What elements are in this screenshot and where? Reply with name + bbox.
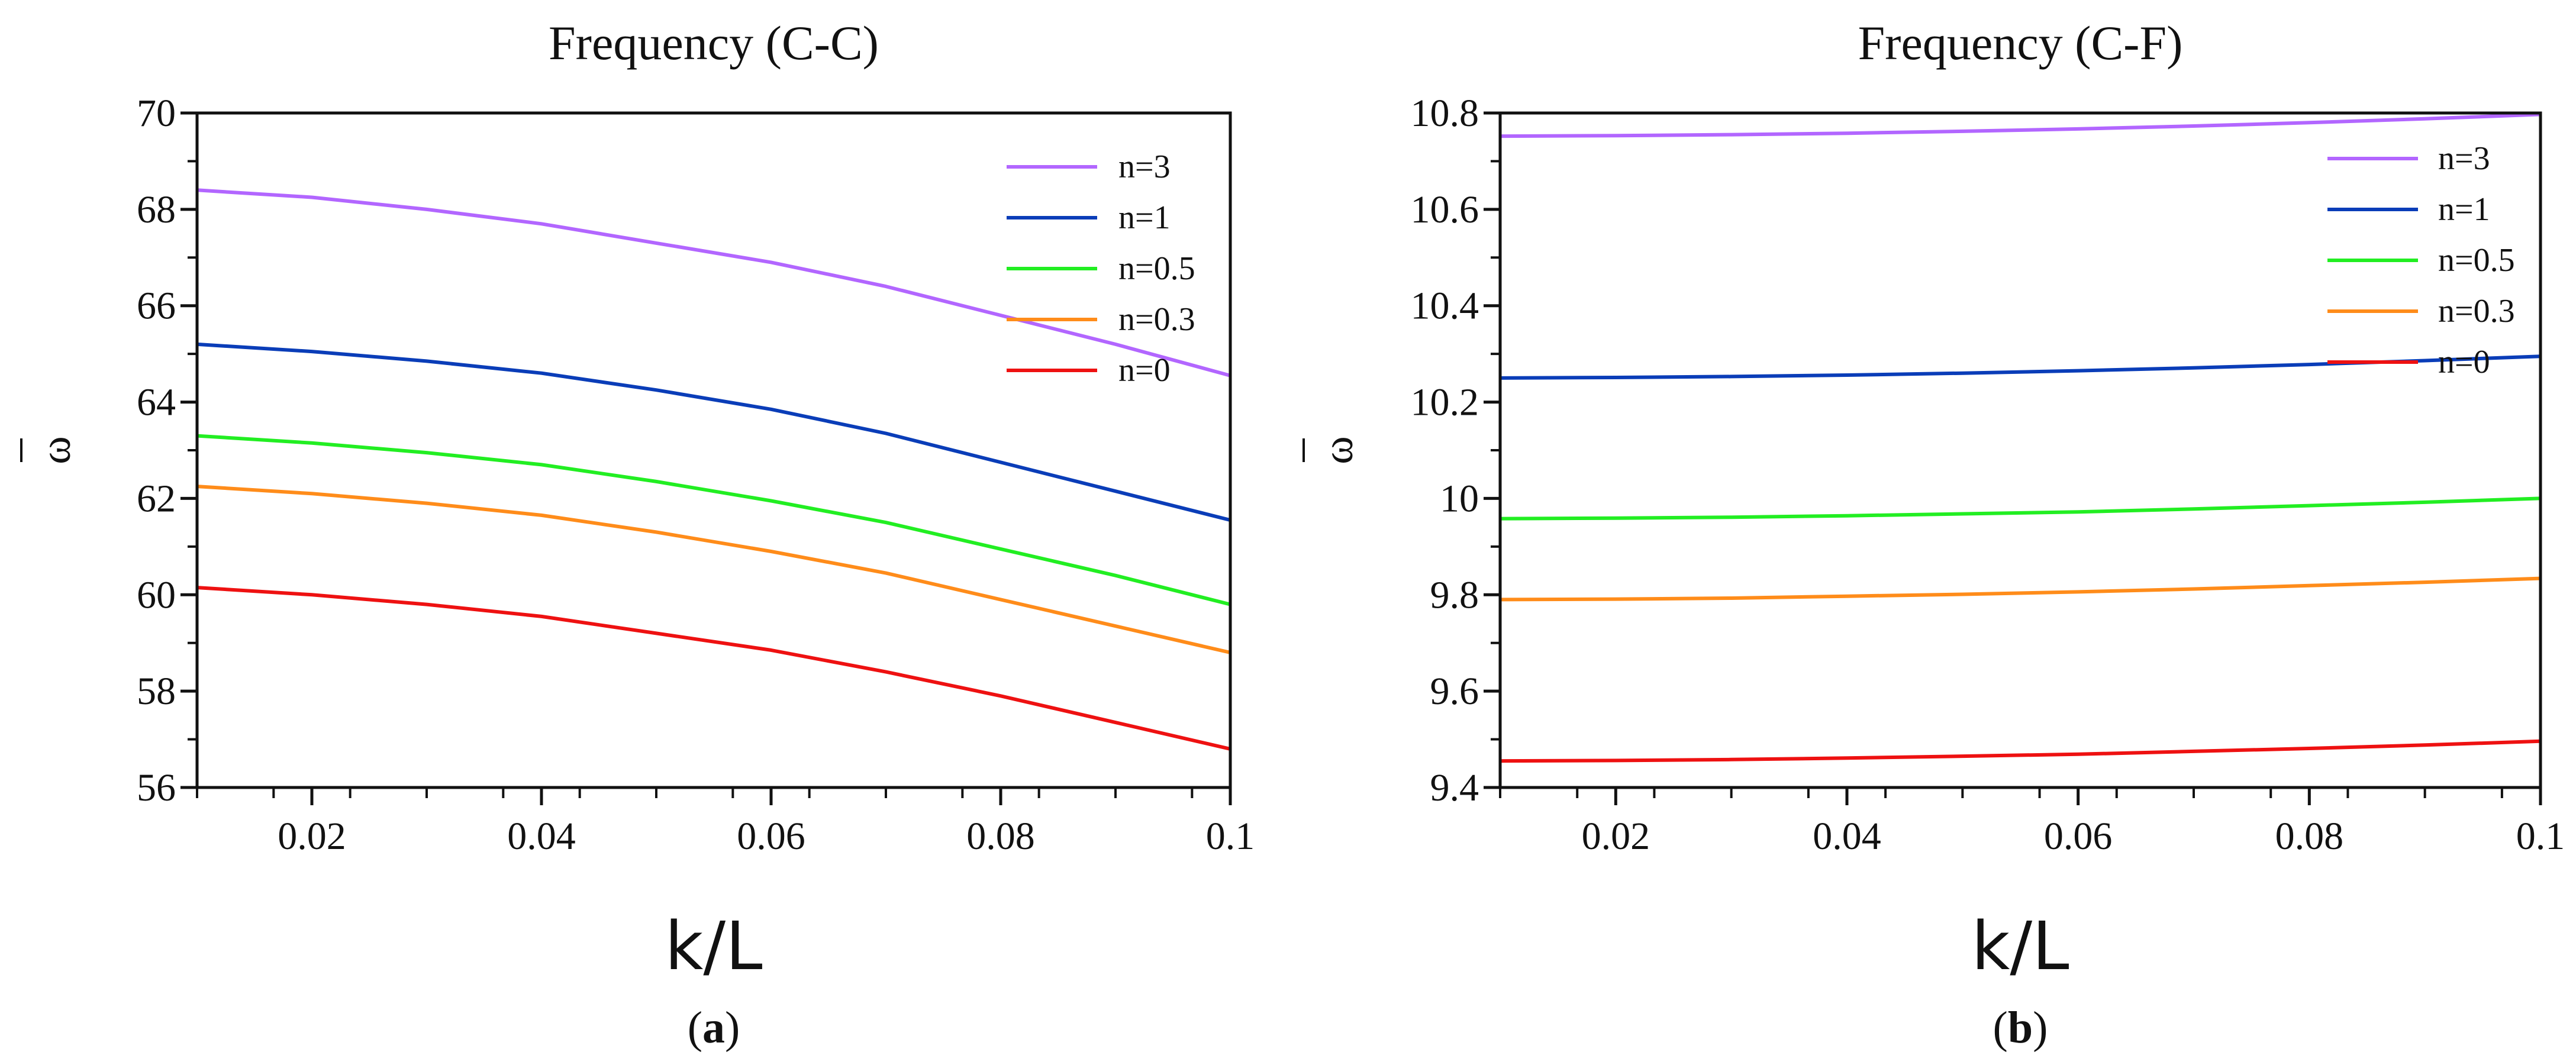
plot-frame [1498, 111, 2542, 789]
legend-label-n=3: n=3 [2438, 140, 2490, 177]
y-tick-label: 9.8 [1430, 573, 1479, 616]
x-tick-label: 0.02 [1582, 815, 1650, 858]
y-tick-label: 56 [137, 766, 176, 809]
series-lines [197, 188, 1230, 751]
x-tick-label: 0.02 [278, 815, 346, 858]
x-tick-label: 0.06 [2044, 815, 2113, 858]
panel-caption-letter: b [2008, 1003, 2033, 1053]
series-line-n=3 [197, 188, 1230, 377]
y-tick-label: 10 [1440, 477, 1479, 520]
y-axis-label-group: ω [1302, 436, 1362, 464]
chart-panel-b: Frequency (C-F) 9.4 9.6 9.8 10 10.2 10.4 10.6 10… [1302, 16, 2565, 1053]
y-tick-label: 10.4 [1411, 285, 1479, 328]
series-line-n=1 [197, 342, 1230, 522]
chart-panel-a: Frequency (C-C) 56 58 60 62 64 66 68 70 0.02 0.04 0… [20, 16, 1255, 1053]
panel-caption-letter: a [702, 1003, 725, 1053]
panel-caption: (b) [1993, 1003, 2048, 1053]
y-tick-label: 58 [137, 670, 176, 713]
y-axis-label: ω [32, 436, 79, 464]
y-tick-label: 66 [137, 285, 176, 328]
legend-label-n=0.5: n=0.5 [2438, 242, 2515, 279]
panel-caption: (a) [688, 1003, 740, 1053]
chart-title: Frequency (C-C) [549, 16, 879, 70]
x-axis-label: k/L [1972, 908, 2069, 985]
series-line-n=0 [197, 586, 1230, 751]
x-tick-label: 0.1 [2516, 815, 2565, 858]
series-line-n=0.3 [1500, 576, 2540, 602]
y-tick-label: 62 [137, 477, 176, 520]
y-tick-label: 70 [137, 92, 176, 135]
series-line-n=0.5 [197, 434, 1230, 606]
legend: n=3 n=1 n=0.5 n=0.3 n=0 [2327, 140, 2515, 380]
series-line-n=3 [1500, 113, 2540, 138]
legend-label-n=0: n=0 [2438, 344, 2490, 380]
x-tick-label: 0.1 [1206, 815, 1255, 858]
legend-label-n=0.5: n=0.5 [1118, 250, 1195, 287]
series-line-n=0.3 [197, 485, 1230, 654]
legend-label-n=0.3: n=0.3 [1118, 301, 1195, 338]
x-tick-label: 0.04 [507, 815, 576, 858]
legend-label-n=0: n=0 [1118, 352, 1171, 389]
series-line-n=0 [1500, 739, 2540, 763]
legend-label-n=3: n=3 [1118, 149, 1171, 185]
legend-label-n=1: n=1 [2438, 191, 2490, 228]
x-tick-label: 0.04 [1813, 815, 1881, 858]
y-tick-label: 68 [137, 188, 176, 231]
x-tick-label: 0.08 [2275, 815, 2344, 858]
legend-label-n=1: n=1 [1118, 199, 1171, 236]
chart-title: Frequency (C-F) [1858, 16, 2183, 70]
y-tick-label: 10.8 [1411, 92, 1479, 135]
plot-frame [195, 111, 1232, 789]
series-line-n=1 [1500, 354, 2540, 380]
series-lines [1500, 113, 2540, 763]
y-tick-label: 10.2 [1411, 381, 1479, 424]
y-axis-label: ω [1314, 436, 1362, 464]
y-tick-label: 10.6 [1411, 188, 1479, 231]
series-line-n=0.5 [1500, 496, 2540, 521]
x-tick-label: 0.06 [737, 815, 805, 858]
y-tick-label: 60 [137, 573, 176, 616]
y-tick-label: 9.4 [1430, 766, 1479, 809]
y-axis-label-group: ω [20, 436, 79, 464]
y-tick-label: 9.6 [1430, 670, 1479, 713]
legend-label-n=0.3: n=0.3 [2438, 293, 2515, 330]
y-tick-label: 64 [137, 381, 176, 424]
x-tick-label: 0.08 [966, 815, 1035, 858]
x-axis-label: k/L [665, 908, 763, 985]
legend: n=3 n=1 n=0.5 n=0.3 n=0 [1007, 149, 1195, 389]
